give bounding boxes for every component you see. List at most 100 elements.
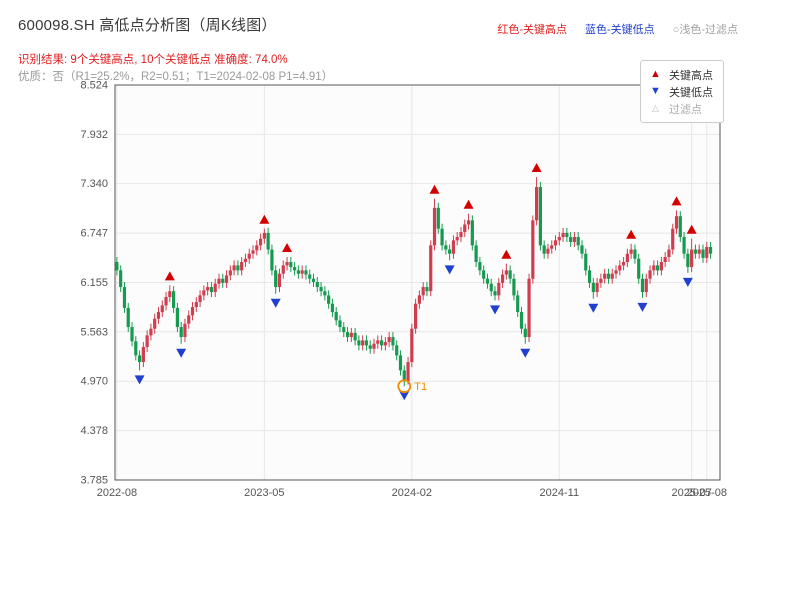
candle-body — [444, 245, 448, 250]
candle-body — [569, 237, 573, 243]
hollow-triangle-icon: △ — [652, 103, 659, 113]
plot-border — [114, 84, 721, 481]
x-tick-label: 2025-08 — [687, 487, 727, 499]
chart-legend: ▲ 关键高点 ▼ 关键低点 △ 过滤点 — [640, 60, 724, 123]
candle-body — [179, 327, 183, 338]
candle-body — [478, 262, 482, 271]
candle-body — [701, 249, 705, 258]
candle-body — [172, 291, 176, 308]
candle-body — [164, 297, 168, 306]
key-high-marker — [429, 184, 440, 194]
candle-body — [342, 327, 346, 333]
candle-body — [361, 340, 365, 346]
candle-body — [319, 287, 323, 292]
candle-body — [364, 340, 369, 346]
candle-body — [338, 320, 342, 328]
candle-body — [542, 245, 546, 254]
candle-body — [334, 312, 338, 321]
candle-body — [459, 232, 463, 238]
candle-body — [122, 287, 127, 308]
candle-body — [690, 249, 694, 268]
candle-body — [659, 262, 663, 271]
key-high-marker — [501, 249, 512, 259]
candle-body — [240, 262, 244, 271]
candle-body — [432, 207, 437, 246]
x-tick-label: 2023-05 — [244, 487, 284, 499]
top-legend-key-high: 红色-关键高点 — [497, 24, 568, 36]
candle-body — [535, 187, 539, 221]
x-tick-label: 2025-07 — [671, 487, 711, 499]
candle-body — [463, 224, 467, 233]
candle-body — [610, 273, 614, 279]
candle-body — [618, 265, 622, 271]
candle-body — [145, 335, 149, 348]
y-tick-label: 3.785 — [80, 475, 108, 487]
candle-body — [232, 265, 236, 271]
candle-body — [270, 249, 274, 271]
candle-body — [678, 216, 682, 238]
candle-body — [500, 274, 505, 283]
candle-body — [130, 327, 134, 342]
y-tick-label: 4.378 — [80, 425, 108, 437]
up-triangle-icon: ▲ — [650, 68, 661, 80]
candle-body — [493, 291, 497, 296]
candle-body — [134, 341, 138, 356]
candle-body — [293, 267, 297, 271]
candle-body — [451, 240, 456, 254]
candle-body — [625, 253, 629, 263]
y-tick-label: 7.932 — [80, 129, 108, 141]
candle-body — [168, 291, 172, 298]
candle-body — [682, 237, 686, 254]
candle-body — [497, 282, 501, 296]
candle-body — [421, 287, 425, 296]
candle-body — [671, 228, 675, 250]
candle-body — [538, 187, 542, 246]
candle-body — [266, 232, 270, 250]
candle-body — [190, 307, 195, 316]
y-tick-label: 7.340 — [80, 178, 108, 190]
key-low-marker — [682, 277, 693, 287]
candle-body — [236, 265, 240, 271]
candle-body — [519, 312, 524, 329]
key-low-marker — [588, 303, 599, 313]
candle-body — [115, 262, 119, 271]
candle-body — [198, 295, 202, 303]
candle-body — [217, 278, 221, 284]
candle-body — [285, 262, 289, 266]
key-high-marker — [463, 199, 474, 209]
x-tick-label: 2024-02 — [392, 487, 432, 499]
candle-body — [224, 275, 229, 283]
candle-body — [417, 295, 421, 304]
key-high-marker — [531, 163, 542, 173]
candle-body — [395, 345, 399, 356]
candle-body — [160, 305, 164, 313]
candle-body — [383, 342, 387, 346]
candle-body — [674, 216, 679, 229]
candle-body — [599, 278, 603, 283]
key-high-marker — [164, 271, 175, 281]
candle-body — [353, 332, 357, 341]
key-low-marker — [490, 305, 501, 315]
candle-body — [209, 287, 214, 293]
candle-body — [531, 220, 535, 279]
candle-body — [652, 265, 656, 271]
y-tick-label: 6.155 — [80, 277, 108, 289]
key-low-marker — [637, 302, 648, 312]
key-low-marker — [444, 265, 455, 275]
candle-body — [194, 302, 198, 308]
candle-body — [553, 240, 558, 246]
candle-body — [398, 355, 403, 371]
x-tick-label: 2024-11 — [540, 487, 580, 499]
key-low-marker — [399, 391, 410, 401]
candle-body — [584, 253, 588, 271]
candle-body — [206, 287, 210, 291]
candle-body — [448, 249, 452, 254]
candle-body — [262, 232, 266, 239]
candle-body — [368, 345, 372, 349]
candle-body — [289, 262, 293, 268]
top-legend-filtered: ○浅色-过滤点 — [672, 24, 738, 36]
candle-body — [327, 295, 331, 304]
candle-body — [345, 332, 350, 338]
candle-body — [527, 278, 531, 338]
